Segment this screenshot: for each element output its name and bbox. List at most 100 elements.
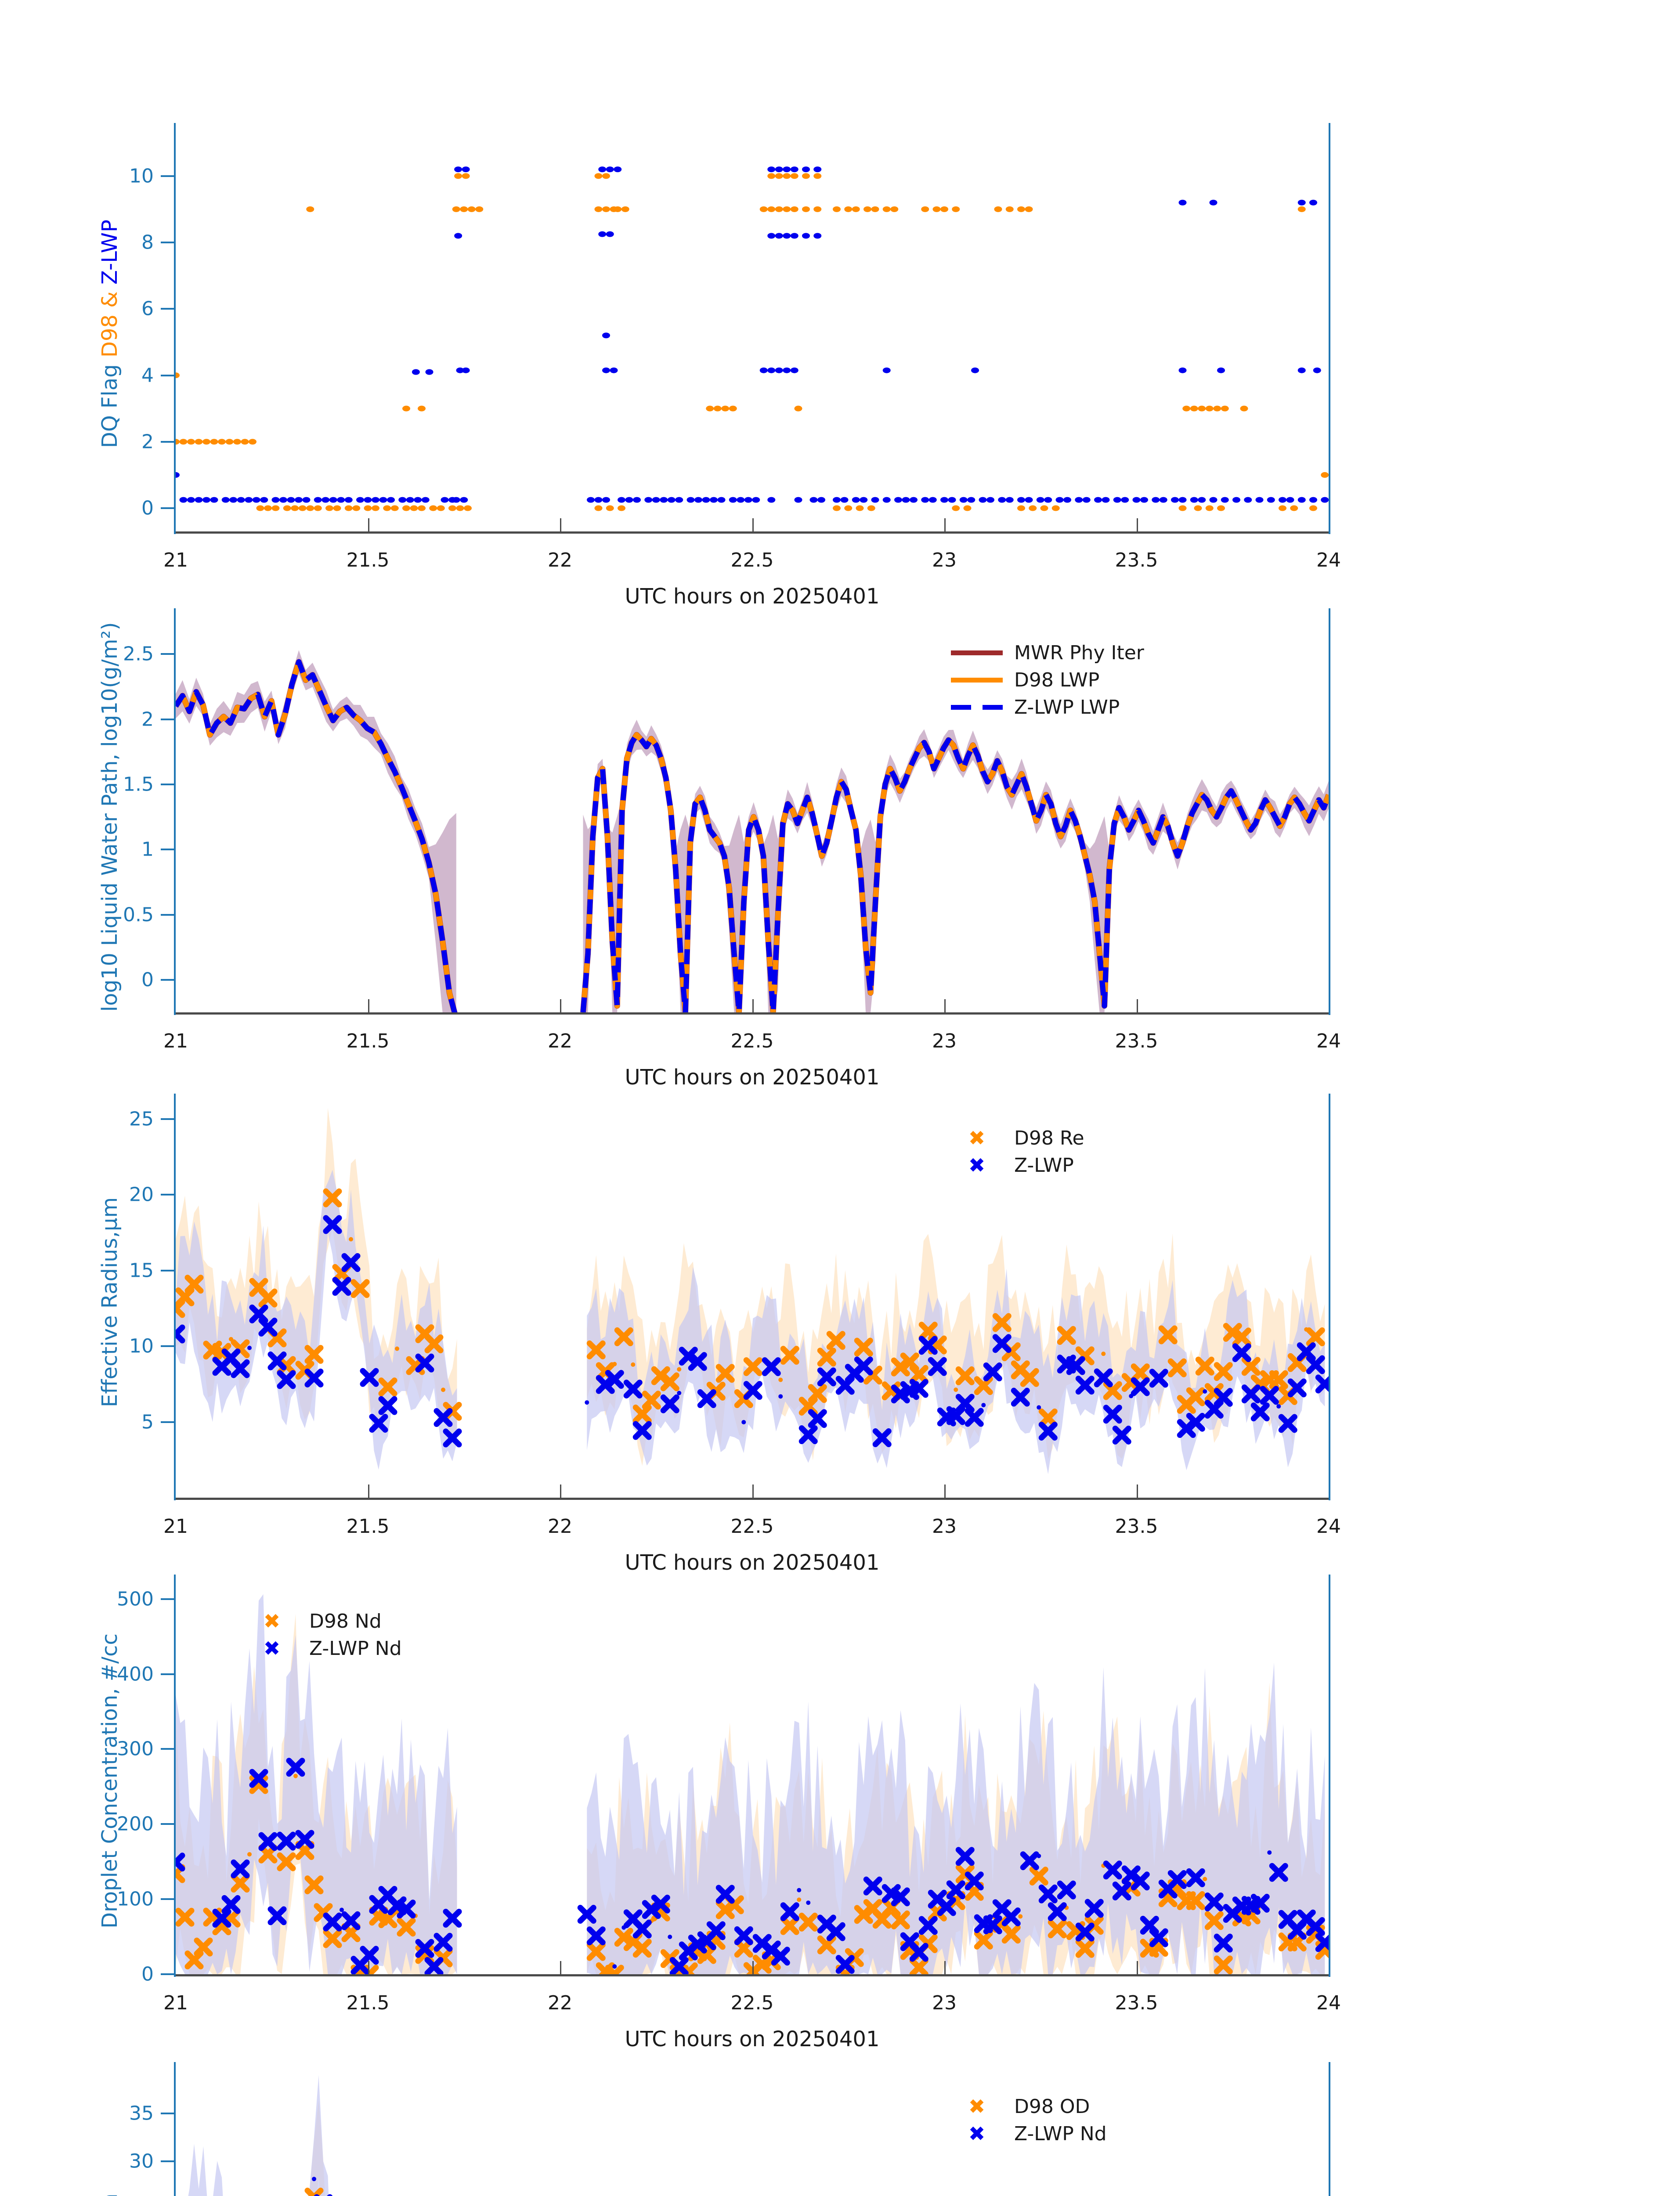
legend-optical-depth: ✖ D98 OD ✖ Z-LWP Nd — [951, 2093, 1107, 2147]
x-tick-label-droplet-concentration-3: 22.5 — [730, 1992, 774, 2014]
plot-area-lwp[interactable] — [176, 621, 1329, 1012]
x-tick-label-dq-flag-4: 23 — [932, 549, 957, 571]
y-tick-optical-depth-6 — [161, 2160, 176, 2162]
y-tick-label-effective-radius-4: 25 — [129, 1108, 154, 1131]
legend-swatch-lwp-1 — [951, 677, 1003, 683]
markers-d98-optical-depth-0 — [304, 2188, 324, 2196]
data-layer-dq-flag — [176, 166, 1329, 511]
y-tick-lwp-2 — [161, 849, 176, 851]
data-layer-droplet-concentration — [176, 1594, 1329, 1974]
legend-entry-optical-depth-0[interactable]: ✖ D98 OD — [951, 2093, 1107, 2120]
legend-label-effective-radius-1: Z-LWP — [1014, 1154, 1074, 1177]
y-tick-label-droplet-concentration-3: 300 — [117, 1737, 154, 1760]
x-tick-label-dq-flag-6: 24 — [1316, 549, 1341, 571]
legend-entry-droplet-concentration-0[interactable]: ✖ D98 Nd — [246, 1607, 402, 1635]
legend-entry-effective-radius-1[interactable]: ✖ Z-LWP — [951, 1152, 1084, 1179]
y-tick-lwp-4 — [161, 718, 176, 720]
x-tick-droplet-concentration-5 — [1136, 1961, 1138, 1974]
y-tick-label-lwp-0: 0 — [141, 968, 154, 991]
y-tick-effective-radius-2 — [161, 1269, 176, 1271]
y-tick-label-lwp-4: 2 — [141, 708, 154, 730]
line-d98-lwp-0 — [176, 659, 458, 1012]
y-tick-droplet-concentration-2 — [161, 1823, 176, 1825]
legend-label-optical-depth-0: D98 OD — [1014, 2095, 1090, 2118]
x-tick-droplet-concentration-4 — [944, 1961, 946, 1974]
x-tick-droplet-concentration-2 — [560, 1961, 561, 1974]
legend-lwp: MWR Phy Iter D98 LWP Z-LWP LWP — [951, 639, 1144, 721]
legend-swatch-droplet-concentration-0: ✖ — [246, 1611, 298, 1631]
y-axis-spine-droplet-concentration — [174, 1575, 176, 1977]
plot-area-dq-flag[interactable] — [176, 136, 1329, 531]
dashed-line-icon — [951, 704, 1003, 710]
x-tick-lwp-4 — [944, 999, 946, 1012]
uncertainty-band-zlwp-optical-depth-0 — [188, 2075, 329, 2196]
x-tick-lwp-1 — [368, 999, 369, 1012]
x-tick-label-lwp-1: 21.5 — [346, 1030, 390, 1052]
legend-entry-lwp-2[interactable]: Z-LWP LWP — [951, 693, 1144, 721]
right-spine-lwp — [1329, 608, 1330, 1015]
x-tick-label-lwp-3: 22.5 — [730, 1030, 774, 1052]
plot-area-effective-radius[interactable] — [176, 1107, 1329, 1498]
series-dq-flag-1 — [176, 173, 1329, 511]
x-tick-label-effective-radius-4: 23 — [932, 1515, 957, 1538]
legend-entry-lwp-1[interactable]: D98 LWP — [951, 666, 1144, 693]
x-axis-spine-lwp — [176, 1012, 1329, 1015]
x-tick-label-lwp-5: 23.5 — [1115, 1030, 1158, 1052]
right-spine-optical-depth — [1329, 2062, 1330, 2196]
plot-area-optical-depth[interactable] — [176, 2075, 1329, 2196]
legend-entry-lwp-0[interactable]: MWR Phy Iter — [951, 639, 1144, 666]
x-tick-label-effective-radius-1: 21.5 — [346, 1515, 390, 1538]
series-dq-flag-0 — [176, 166, 1329, 503]
y-tick-label-lwp-3: 1.5 — [123, 773, 154, 796]
y-tick-label-droplet-concentration-2: 200 — [117, 1813, 154, 1835]
y-tick-label-lwp-5: 2.5 — [123, 643, 154, 665]
y-tick-dq-flag-5 — [161, 175, 176, 177]
legend-entry-droplet-concentration-1[interactable]: ✖ Z-LWP Nd — [246, 1635, 402, 1662]
markers-zlwp-effective-radius-1 — [585, 1334, 1329, 1447]
x-axis-label-droplet-concentration: UTC hours on 20250401 — [625, 2027, 880, 2052]
x-tick-lwp-3 — [752, 999, 754, 1012]
x-tick-label-droplet-concentration-5: 23.5 — [1115, 1992, 1158, 2014]
y-tick-lwp-3 — [161, 783, 176, 785]
x-marker-icon: ✖ — [968, 1126, 986, 1150]
x-tick-label-droplet-concentration-1: 21.5 — [346, 1992, 390, 2014]
plot-area-droplet-concentration[interactable] — [176, 1588, 1329, 1974]
y-tick-label-dq-flag-3: 6 — [141, 297, 154, 320]
data-layer-optical-depth — [188, 2075, 333, 2196]
x-tick-dq-flag-2 — [560, 518, 561, 531]
markers-zlwp-effective-radius-0 — [176, 1215, 462, 1448]
y-tick-dq-flag-0 — [161, 507, 176, 509]
legend-entry-effective-radius-0[interactable]: ✖ D98 Re — [951, 1124, 1084, 1152]
x-tick-label-lwp-2: 22 — [548, 1030, 572, 1052]
y-tick-label-droplet-concentration-5: 500 — [117, 1588, 154, 1611]
y-tick-dq-flag-2 — [161, 374, 176, 376]
x-tick-label-droplet-concentration-6: 24 — [1316, 1992, 1341, 2014]
y-tick-droplet-concentration-3 — [161, 1748, 176, 1750]
x-tick-label-effective-radius-5: 23.5 — [1115, 1515, 1158, 1538]
y-tick-label-dq-flag-5: 10 — [129, 165, 154, 188]
y-tick-label-effective-radius-3: 20 — [129, 1183, 154, 1206]
x-tick-lwp-5 — [1136, 999, 1138, 1012]
uncertainty-band-zlwp-droplet-concentration-1 — [587, 1662, 1325, 1974]
markers-d98-effective-radius-1 — [586, 1313, 1325, 1427]
x-tick-label-droplet-concentration-4: 23 — [932, 1992, 957, 2014]
legend-swatch-effective-radius-1: ✖ — [951, 1155, 1003, 1175]
y-axis-spine-dq-flag — [174, 123, 176, 534]
y-tick-effective-radius-0 — [161, 1421, 176, 1423]
x-tick-effective-radius-3 — [752, 1484, 754, 1498]
legend-entry-optical-depth-1[interactable]: ✖ Z-LWP Nd — [951, 2120, 1107, 2147]
y-axis-label-part-optical-depth-0: Optical Depth — [98, 2193, 122, 2196]
y-tick-droplet-concentration-4 — [161, 1673, 176, 1675]
legend-droplet-concentration: ✖ D98 Nd ✖ Z-LWP Nd — [246, 1607, 402, 1662]
y-tick-lwp-1 — [161, 914, 176, 916]
x-tick-label-dq-flag-5: 23.5 — [1115, 549, 1158, 571]
y-tick-label-droplet-concentration-4: 400 — [117, 1663, 154, 1685]
legend-label-droplet-concentration-1: Z-LWP Nd — [309, 1637, 402, 1660]
legend-swatch-optical-depth-1: ✖ — [951, 2124, 1003, 2144]
x-axis-spine-dq-flag — [176, 531, 1329, 534]
x-tick-label-droplet-concentration-2: 22 — [548, 1992, 572, 2014]
x-tick-label-effective-radius-6: 24 — [1316, 1515, 1341, 1538]
legend-effective-radius: ✖ D98 Re ✖ Z-LWP — [951, 1124, 1084, 1179]
data-layer-effective-radius — [176, 1108, 1329, 1474]
